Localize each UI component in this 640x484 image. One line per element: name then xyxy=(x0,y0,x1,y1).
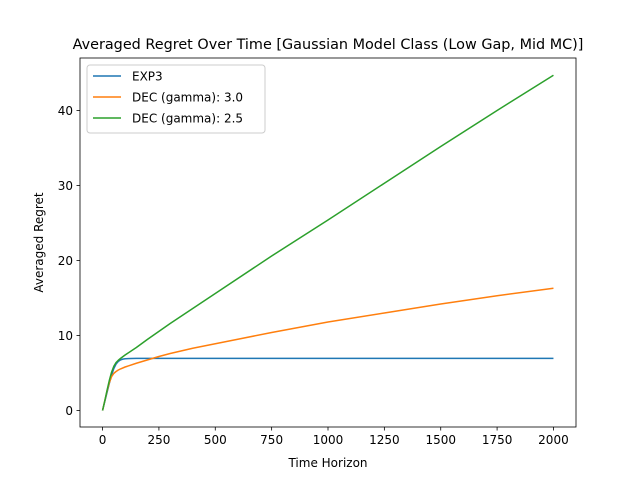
legend-box xyxy=(86,64,266,134)
x-axis-label: Time Horizon xyxy=(287,456,367,470)
series-line-2 xyxy=(101,74,554,411)
x-tick-label: 250 xyxy=(147,433,170,447)
x-axis-ticks: 0 250 500 750 1000 1250 1500 1750 2000 xyxy=(99,427,569,447)
y-tick-label: 20 xyxy=(58,254,73,268)
legend-label-0: EXP3 xyxy=(132,69,163,83)
legend-label-2: DEC (gamma): 2.5 xyxy=(132,111,243,125)
x-tick-label: 1250 xyxy=(369,433,400,447)
series-line-1 xyxy=(101,287,554,411)
y-axis-ticks: 0 10 20 30 40 xyxy=(58,104,80,418)
x-tick-label: 1750 xyxy=(482,433,513,447)
chart-title: Averaged Regret Over Time [Gaussian Mode… xyxy=(73,37,584,53)
y-tick-label: 0 xyxy=(65,404,73,418)
plot-frame xyxy=(79,57,577,428)
legend: EXP3 DEC (gamma): 3.0 DEC (gamma): 2.5 xyxy=(86,64,266,134)
legend-label-1: DEC (gamma): 3.0 xyxy=(132,90,243,104)
x-tick-label: 2000 xyxy=(538,433,569,447)
x-tick-label: 500 xyxy=(204,433,227,447)
y-tick-label: 40 xyxy=(58,104,73,118)
y-tick-label: 10 xyxy=(58,329,73,343)
x-tick-label: 750 xyxy=(260,433,283,447)
x-tick-label: 0 xyxy=(99,433,107,447)
x-tick-label: 1500 xyxy=(425,433,456,447)
y-tick-label: 30 xyxy=(58,179,73,193)
x-tick-label: 1000 xyxy=(313,433,344,447)
y-axis-label: Averaged Regret xyxy=(32,192,46,293)
plot-lines xyxy=(101,74,554,411)
